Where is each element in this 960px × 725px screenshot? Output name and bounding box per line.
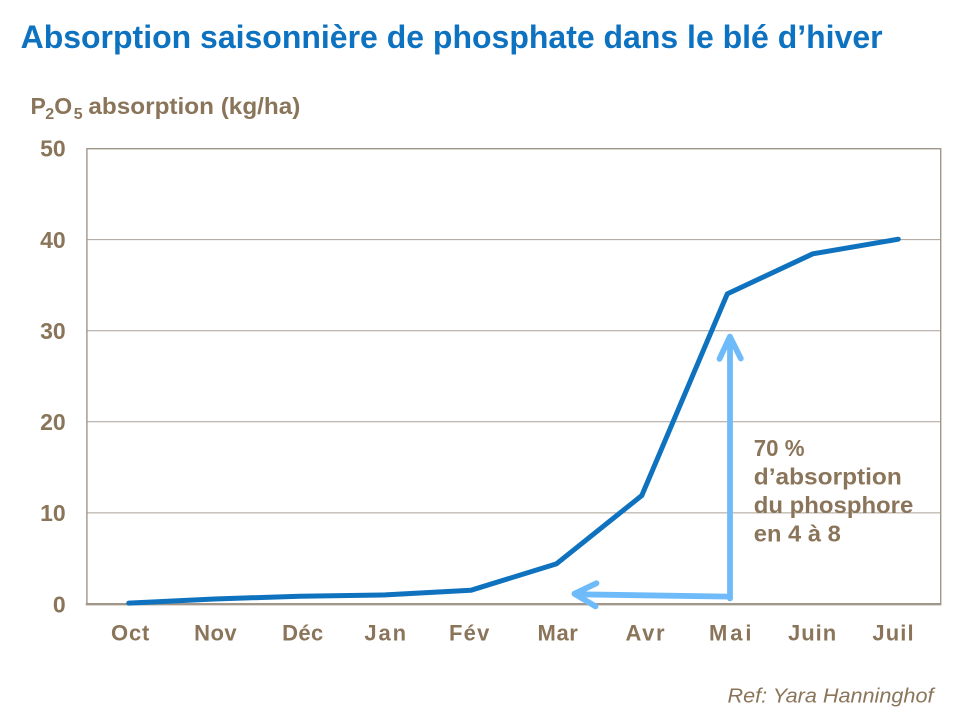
svg-text:Juil: Juil	[872, 620, 913, 645]
svg-text:20: 20	[40, 409, 66, 435]
svg-text:absorption (kg/ha): absorption (kg/ha)	[88, 93, 300, 119]
svg-text:50: 50	[40, 136, 66, 162]
svg-text:70 %: 70 %	[754, 435, 805, 461]
svg-text:40: 40	[40, 227, 66, 253]
svg-text:10: 10	[40, 500, 66, 526]
svg-text:Oct: Oct	[111, 620, 150, 645]
svg-text:Juin: Juin	[788, 620, 836, 645]
svg-text:P: P	[31, 93, 46, 119]
svg-text:0: 0	[53, 591, 66, 617]
svg-text:30: 30	[40, 318, 66, 344]
svg-text:en 4 à 8: en 4 à 8	[754, 521, 841, 547]
svg-text:Mar: Mar	[538, 620, 579, 645]
svg-text:O: O	[54, 93, 72, 119]
svg-text:du phosphore: du phosphore	[754, 492, 914, 518]
svg-text:2: 2	[45, 106, 54, 123]
svg-text:Avr: Avr	[625, 620, 665, 645]
svg-text:Jan: Jan	[364, 620, 406, 645]
svg-text:d’absorption: d’absorption	[754, 464, 902, 490]
svg-text:Déc: Déc	[282, 620, 323, 645]
svg-text:Ref: Yara Hanninghof: Ref: Yara Hanninghof	[728, 686, 937, 708]
svg-text:5: 5	[74, 106, 83, 123]
svg-text:Nov: Nov	[194, 620, 237, 645]
svg-text:Absorption saisonnière de phos: Absorption saisonnière de phosphate dans…	[21, 19, 883, 55]
svg-text:Fév: Fév	[449, 620, 490, 645]
svg-text:Mai: Mai	[709, 620, 752, 645]
